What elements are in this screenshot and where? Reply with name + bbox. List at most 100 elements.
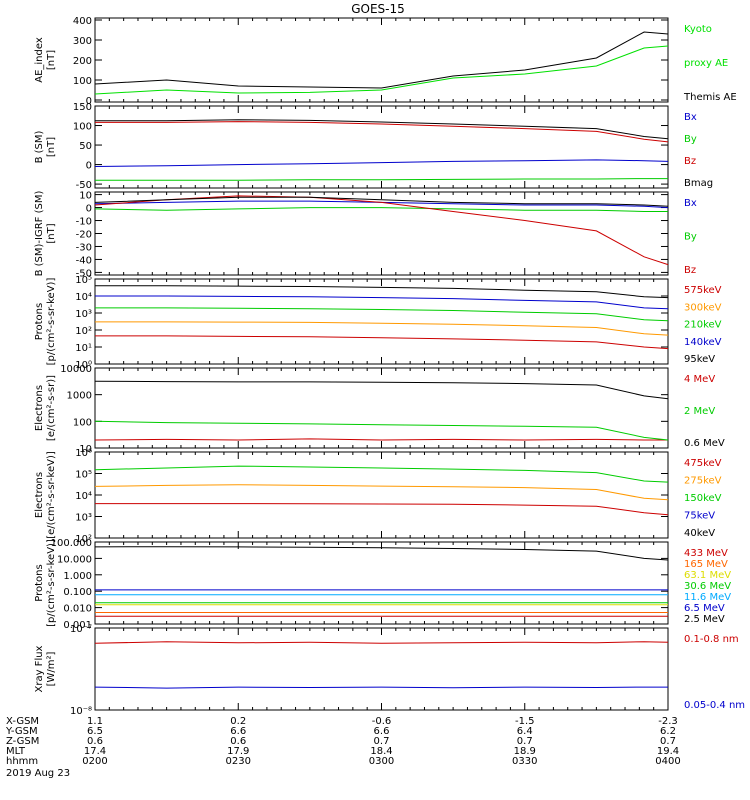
footer-row-label: MLT xyxy=(6,746,26,757)
series-line xyxy=(94,380,669,400)
series-line xyxy=(95,335,669,350)
footer-value: 0400 xyxy=(655,756,680,767)
panel-frame xyxy=(94,105,669,189)
legend-entry: 6.5 MeV xyxy=(684,603,725,614)
footer-value: -0.6 xyxy=(372,716,392,727)
legend-entry: 433 MeV xyxy=(684,548,728,559)
panel-frame xyxy=(94,451,669,539)
footer-row-label: Y-GSM xyxy=(5,726,38,737)
orbit-footer: X-GSM 1.1 0.2 -0.6 -1.5 -2.3 Y-GSM 6.5 6.6 6.6 6.4… xyxy=(5,716,681,767)
y-tick-label: 10⁰ xyxy=(75,360,92,371)
y-axis-label-line: Protons xyxy=(34,564,45,601)
series-line xyxy=(94,546,669,561)
series-line xyxy=(94,686,668,689)
y-tick-label: 400 xyxy=(73,16,92,27)
y-axis-label-line: AE_index xyxy=(34,37,45,83)
y-axis-label: Electrons[e/(cm²-s-sr-keV)] xyxy=(34,451,57,539)
y-axis-label-line: Protons xyxy=(34,303,45,340)
chart-title: GOES-15 xyxy=(351,2,405,16)
footer-value: -1.5 xyxy=(515,716,535,727)
legend-entry: 0.6 MeV xyxy=(684,438,725,449)
panel-1: 0 100 200 300 400 AE_index[nT] Kyoto proxy AE Th… xyxy=(34,16,737,107)
footer-value: 18.4 xyxy=(370,746,392,757)
y-tick-label: 10³ xyxy=(75,309,92,320)
series-line xyxy=(94,420,669,441)
footer-value: 19.4 xyxy=(657,746,679,757)
y-axis-label-line: [p/(cm²-s-sr-keV)] xyxy=(46,539,57,627)
series-line xyxy=(94,438,668,441)
series-line xyxy=(94,196,669,207)
footer-value: 6.6 xyxy=(230,726,246,737)
y-axis-label-line: [nT] xyxy=(46,137,57,157)
y-axis-label: Xray Flux[W/m²] xyxy=(34,645,57,692)
legend-entry: 0.1-0.8 nm xyxy=(684,634,739,645)
legend-entry: Themis AE xyxy=(683,92,737,103)
series-line xyxy=(94,465,669,483)
y-axis-label: AE_index[nT] xyxy=(34,37,57,83)
y-tick-label: 0 xyxy=(86,161,92,172)
y-tick-label: -50 xyxy=(76,180,92,191)
legend-entry: Kyoto xyxy=(684,24,712,35)
y-tick-label: 10¹ xyxy=(75,343,92,354)
series-line xyxy=(94,207,668,212)
series-line xyxy=(95,295,669,310)
y-tick-label: 10.000 xyxy=(57,554,92,565)
panel-frame xyxy=(94,191,669,276)
panel-frame xyxy=(94,627,669,711)
y-tick-label: 10⁻⁸ xyxy=(70,706,92,717)
footer-value: 17.4 xyxy=(84,746,106,757)
legend-entry: 0.05-0.4 nm xyxy=(684,700,745,711)
footer-value: 6.4 xyxy=(517,726,533,737)
footer-value: 6.2 xyxy=(660,726,676,737)
series-line xyxy=(95,503,669,516)
panel-3: -50 -40 -30-20 -10 0 10 B (SM)-IGRF (SM)[nT] Bx… xyxy=(34,191,697,280)
footer-value: 0230 xyxy=(226,756,251,767)
y-tick-label: -30 xyxy=(76,242,92,253)
panel-frame xyxy=(94,367,669,449)
series-line xyxy=(94,200,669,209)
legend-entry: 2.5 MeV xyxy=(684,614,725,625)
legend-entry: 63.1 MeV xyxy=(684,570,731,581)
footer-value: 6.6 xyxy=(374,726,390,737)
y-axis-label: Protons[p/(cm²-s-sr-keV)] xyxy=(34,539,57,627)
y-tick-label: 10⁵ xyxy=(75,275,92,286)
y-axis-label-line: Xray Flux xyxy=(34,645,45,692)
footer-value: 0.7 xyxy=(660,736,676,747)
legend-entry: 275keV xyxy=(684,476,722,487)
y-tick-label: -50 xyxy=(76,268,92,279)
series-line xyxy=(94,484,669,501)
footer-row-label: Z-GSM xyxy=(6,736,39,747)
y-axis-label-line: [e/(cm²-s-sr-keV)] xyxy=(46,451,57,539)
panel-7: 0.0010.0100.1001.00010.000100.000Protons… xyxy=(34,538,731,631)
legend-entry: 95keV xyxy=(684,354,715,365)
y-tick-label: -20 xyxy=(76,230,92,241)
footer-value: 0300 xyxy=(369,756,394,767)
legend-entry: Bx xyxy=(684,198,697,209)
y-tick-label: 1000 xyxy=(67,391,92,402)
legend-entry: 40keV xyxy=(684,528,715,539)
y-tick-label: 10⁻⁷ xyxy=(70,624,92,635)
legend-entry: Bz xyxy=(684,156,696,167)
panel-6: 10² 10³ 10⁴ 10⁵ 10⁶ Electrons[e/(cm²-s-sr-keV… xyxy=(34,448,722,545)
y-tick-label: -40 xyxy=(76,255,92,266)
legend-entry: By xyxy=(684,134,697,145)
y-axis-label: Protons[p/(cm²-s-sr-keV)] xyxy=(34,278,57,366)
series-line xyxy=(95,285,669,299)
y-axis-label-line: [nT] xyxy=(46,50,57,70)
panel-8: 10⁻⁸ 10⁻⁷ Xray Flux[W/m²] 0.1-0.8 nm 0.05-0.… xyxy=(34,624,745,717)
y-tick-label: 10² xyxy=(75,326,92,337)
footer-value: 0.7 xyxy=(374,736,390,747)
y-tick-label: 0.010 xyxy=(63,604,92,615)
y-tick-label: 100 xyxy=(73,122,92,133)
date-label: 2019 Aug 23 xyxy=(6,768,70,779)
legend-entry: 140keV xyxy=(684,337,722,348)
footer-value: 18.9 xyxy=(514,746,536,757)
series-line xyxy=(94,31,669,89)
y-axis-label-line: [W/m²] xyxy=(46,651,57,686)
y-tick-label: 200 xyxy=(73,56,92,67)
series-line xyxy=(94,641,669,644)
legend-entry: 4 MeV xyxy=(684,374,715,385)
